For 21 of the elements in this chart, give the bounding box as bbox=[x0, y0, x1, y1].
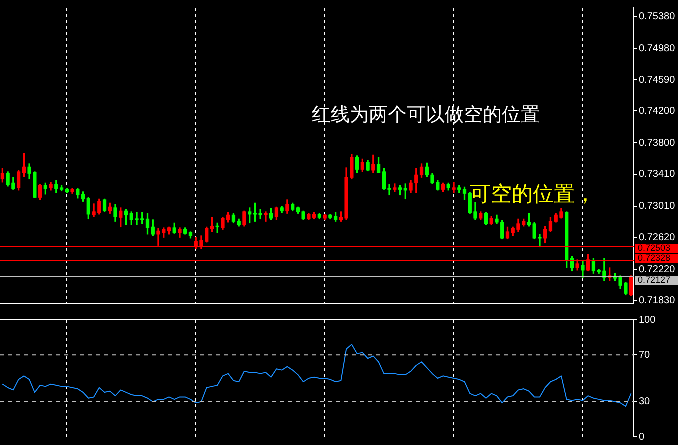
y-tick-label: 0.74200 bbox=[639, 106, 676, 117]
annotation: 红线为两个可以做空的位置 bbox=[312, 103, 540, 128]
ref-line-label: 0.72503 bbox=[638, 243, 671, 254]
annotation: 可空的位置， bbox=[470, 181, 596, 208]
y-tick-label: 0 bbox=[639, 432, 645, 443]
ref-line-label: 0.72328 bbox=[638, 253, 671, 264]
y-tick-label: 0.74590 bbox=[639, 74, 676, 86]
y-tick-label: 0.73800 bbox=[639, 138, 676, 149]
y-tick-label: 0.73410 bbox=[639, 169, 676, 180]
y-tick-label: 0.71830 bbox=[639, 296, 676, 307]
ref-line-label: 0.72127 bbox=[638, 275, 671, 286]
y-tick-label: 0.74980 bbox=[639, 44, 676, 55]
y-tick-label: 30 bbox=[639, 396, 651, 408]
y-tick-label: 0.72620 bbox=[639, 232, 676, 244]
y-tick-label: 0.75380 bbox=[639, 12, 676, 23]
candlestick bbox=[452, 182, 456, 194]
y-tick-label: 70 bbox=[639, 350, 651, 361]
y-tick-label: 100 bbox=[639, 314, 656, 326]
y-tick-label: 0.73010 bbox=[639, 201, 676, 212]
y-tick-label: 0.72220 bbox=[639, 264, 676, 276]
candlestick bbox=[264, 212, 268, 222]
